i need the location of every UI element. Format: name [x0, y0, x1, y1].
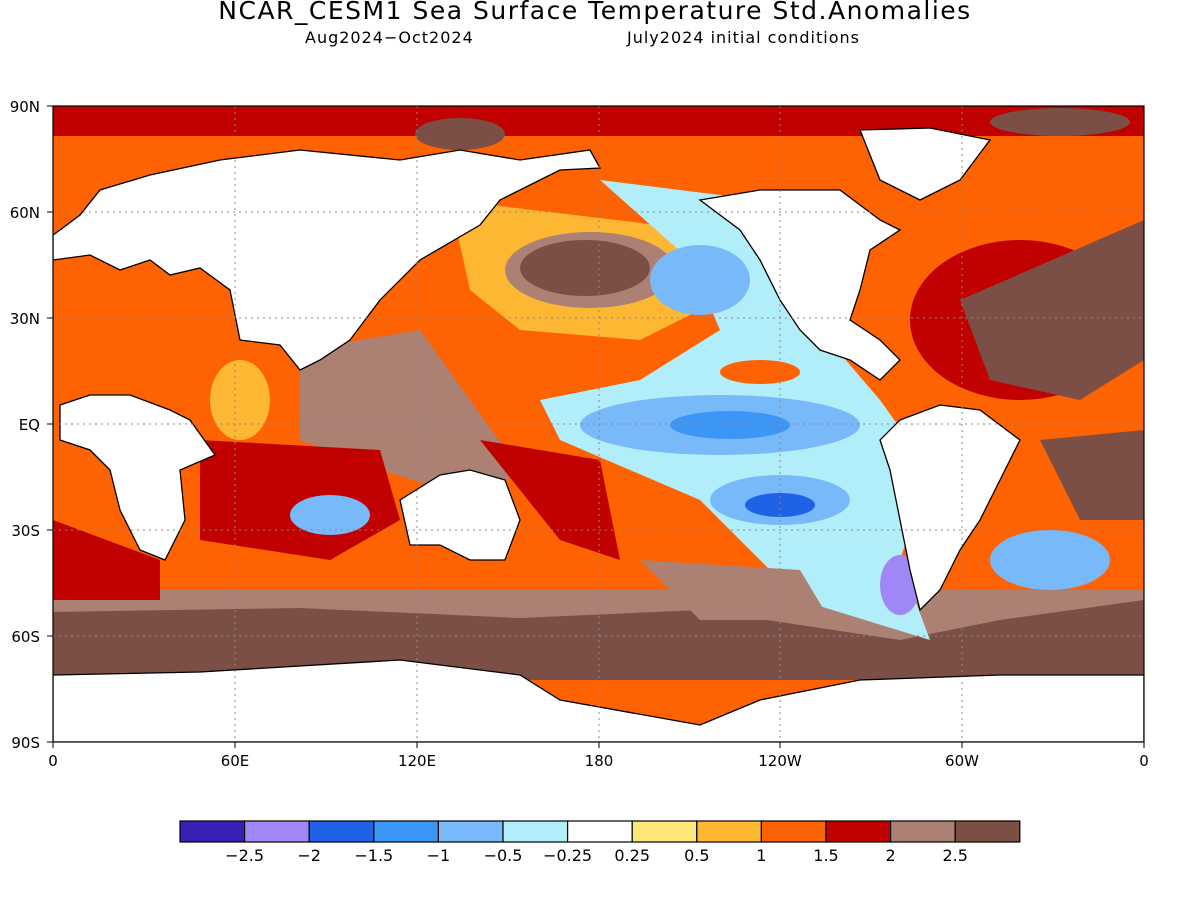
colorbar-legend: −2.5 −2 −1.5 −1 −0.5 −0.25 0.25 0.5 1 1.5 2 2.5: [179, 820, 1021, 865]
colorbar-swatch: [308, 820, 375, 843]
lat-label: 30S: [11, 522, 40, 540]
south-pacific-warm-patch: [640, 560, 830, 620]
arabian-sea-anomaly: [210, 360, 270, 440]
forecast-period: Aug2024−Oct2024: [305, 28, 474, 47]
initial-conditions: July2024 initial conditions: [627, 28, 860, 47]
lon-label: 0: [1139, 752, 1149, 770]
south-atlantic-warm: [53, 520, 160, 600]
lon-label: 180: [585, 752, 614, 770]
lon-label: 120E: [398, 752, 436, 770]
graticule: [53, 106, 1144, 742]
colorbar-swatch: [244, 820, 310, 843]
lat-label: 90N: [10, 98, 40, 116]
colorbar-label: 0.5: [684, 846, 709, 865]
northeast-pacific-warm-patch: [720, 360, 800, 384]
eurasia-landmass: [53, 149, 602, 371]
colorbar-label: 2.5: [942, 846, 967, 865]
colorbar-label: −0.5: [484, 846, 523, 865]
north-america-landmass: [698, 189, 902, 381]
colorbar-label: 2: [886, 846, 896, 865]
greenland-landmass: [859, 127, 992, 201]
colorbar-label: −1.5: [354, 846, 393, 865]
colorbar-swatch: [179, 820, 246, 843]
south-america-landmass: [879, 404, 1021, 612]
south-atlantic-cool-patch: [990, 530, 1110, 590]
colorbar-swatch: [825, 820, 892, 843]
lon-label: 60W: [945, 752, 979, 770]
australia-landmass: [399, 469, 521, 561]
lat-label: 60N: [10, 204, 40, 222]
colorbar-label: 1.5: [813, 846, 838, 865]
colorbar-label: 0.25: [614, 846, 650, 865]
lat-label: 30N: [10, 310, 40, 328]
lon-label: 120W: [758, 752, 802, 770]
colorbar-label: −0.25: [543, 846, 592, 865]
colorbar-swatch: [437, 820, 504, 843]
indian-ocean-cool-patch: [290, 495, 370, 535]
colorbar-swatch: [889, 820, 956, 843]
north-pacific-cool-anomaly: [650, 245, 750, 315]
equatorial-pacific-cool-core: [670, 411, 790, 439]
colorbar-swatch: [566, 820, 633, 843]
arctic-warm-patch: [415, 118, 505, 150]
longitude-labels: 0 60E 120E 180 120W 60W 0: [48, 752, 1149, 770]
map-title: NCAR_CESM1 Sea Surface Temperature Std.A…: [218, 0, 972, 25]
arctic-warm-patch: [990, 108, 1130, 136]
land-masses: [53, 127, 1144, 742]
colorbar-swatch: [373, 820, 439, 843]
lon-label: 0: [48, 752, 58, 770]
colorbar-swatch: [760, 820, 827, 843]
colorbar-swatch: [696, 820, 762, 843]
lat-label: 90S: [11, 734, 40, 752]
colorbar-label: −2.5: [225, 846, 264, 865]
north-atlantic-warm-core: [960, 220, 1144, 400]
latitude-labels: 90N 60N 30N EQ 30S 60S 90S: [10, 98, 40, 752]
colorbar-swatch: [502, 820, 569, 843]
map-field: [53, 106, 1144, 742]
axis-ticks: [47, 105, 1145, 748]
colorbar-swatch: [954, 820, 1021, 843]
lon-label: 60E: [221, 752, 250, 770]
southeast-atlantic-warm: [1040, 430, 1144, 520]
africa-landmass: [59, 394, 216, 561]
north-pacific-warm-core: [520, 240, 650, 296]
south-pacific-cool-core: [745, 493, 815, 517]
colorbar-label: −2: [297, 846, 321, 865]
lat-label: 60S: [11, 628, 40, 646]
colorbar-swatch: [631, 820, 698, 843]
colorbar-label: −1: [427, 846, 451, 865]
antarctica-landmass: [53, 659, 1144, 742]
southwest-pacific-warm: [480, 440, 620, 560]
colorbar-label: 1: [756, 846, 766, 865]
lat-label: EQ: [19, 416, 40, 434]
